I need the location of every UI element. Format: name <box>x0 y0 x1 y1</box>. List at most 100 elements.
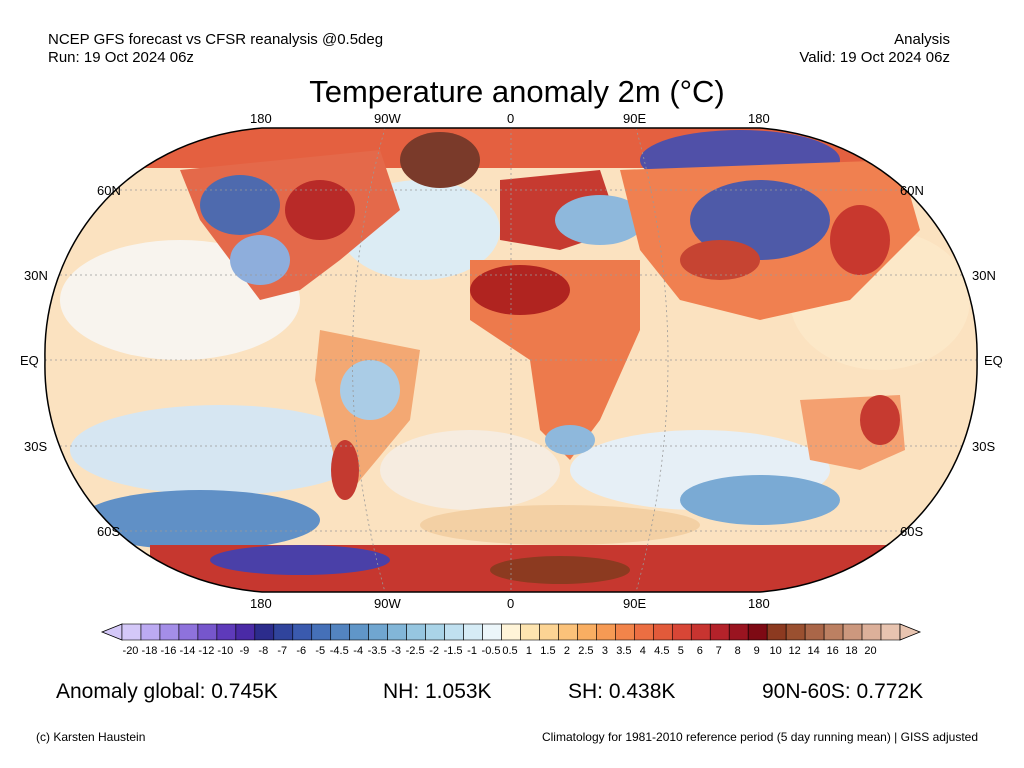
colorbar-swatch <box>235 623 256 641</box>
colorbar-swatch <box>292 623 313 641</box>
colorbar-swatch <box>861 623 882 641</box>
colorbar-swatch <box>804 623 825 641</box>
anomaly-field <box>44 128 978 592</box>
colorbar-tick-label: -10 <box>217 645 234 657</box>
colorbar-swatch <box>140 623 161 641</box>
lat-label-right-eq: EQ <box>984 353 1003 368</box>
colorbar-swatch <box>558 623 578 641</box>
colorbar-swatch <box>273 623 294 641</box>
lon-label-top-180e: 180 <box>748 111 770 126</box>
colorbar-tick-label: 3 <box>601 645 608 657</box>
colorbar-swatch <box>330 623 351 641</box>
map-title: Temperature anomaly 2m (°C) <box>309 74 725 109</box>
colorbar-swatch <box>368 623 388 641</box>
colorbar-tick-label: 6 <box>696 645 703 657</box>
colorbar-tick-label: -0.5 <box>481 645 501 657</box>
colorbar-swatch <box>823 623 844 641</box>
lat-label-left-60s: 60S <box>97 524 121 539</box>
colorbar-swatch <box>634 623 654 641</box>
colorbar-swatch <box>671 623 692 641</box>
colorbar-tick-label: -4 <box>353 645 364 657</box>
colorbar-tick-label: 7 <box>715 645 722 657</box>
colorbar-tick-label: 4 <box>639 645 646 657</box>
global-anomaly: Anomaly global: 0.745K <box>56 680 278 703</box>
run-info: Run: 19 Oct 2024 06z <box>48 49 194 66</box>
colorbar-swatch <box>842 623 863 641</box>
colorbar-tick-label: 0.5 <box>502 645 518 657</box>
colorbar-swatch <box>311 623 332 641</box>
colorbar-tick-label: 4.5 <box>654 645 670 657</box>
lon-label-bottom-90e: 90E <box>623 596 647 611</box>
lat-label-right-60n: 60N <box>900 183 924 198</box>
colorbar-tick-label: -7 <box>277 645 288 657</box>
colorbar-swatch <box>747 623 768 641</box>
colorbar-tick-label: -1.5 <box>443 645 463 657</box>
lat-label-right-60s: 60S <box>900 524 924 539</box>
colorbar-swatch <box>216 623 237 641</box>
valid-info: Valid: 19 Oct 2024 06z <box>799 49 950 66</box>
lon-label-bottom-0: 0 <box>507 596 515 611</box>
colorbar-tick-label: 9 <box>753 645 760 657</box>
colorbar-swatch <box>482 623 502 641</box>
colorbar-tick-label: -3.5 <box>367 645 387 657</box>
colorbar-swatch <box>709 623 730 641</box>
lon-label-top-180w: 180 <box>250 111 272 126</box>
lat-label-right-30n: 30N <box>972 268 996 283</box>
colorbar-swatch <box>577 623 597 641</box>
colorbar-tick-label: -2.5 <box>405 645 425 657</box>
colorbar-tick-label: 2.5 <box>578 645 594 657</box>
colorbar-swatch <box>690 623 711 641</box>
colorbar-swatch <box>387 623 407 641</box>
colorbar-low-arrow <box>100 623 123 641</box>
colorbar-swatch <box>178 623 199 641</box>
colorbar-tick-label: -9 <box>239 645 250 657</box>
colorbar-tick-label: -2 <box>429 645 439 657</box>
colorbar-tick-label: -14 <box>179 645 196 657</box>
colorbar-swatch <box>520 623 540 641</box>
lat-label-right-30s: 30S <box>972 439 996 454</box>
colorbar-tick-label: -16 <box>160 645 177 657</box>
lon-label-bottom-180e: 180 <box>748 596 770 611</box>
colorbar-swatch <box>615 623 635 641</box>
colorbar-swatch <box>444 623 464 641</box>
lon-label-bottom-180w: 180 <box>250 596 272 611</box>
lon-label-top-90e: 90E <box>623 111 647 126</box>
nh-anomaly: NH: 1.053K <box>383 680 492 703</box>
colorbar-tick-label: 10 <box>769 645 782 657</box>
lon-label-top-90w: 90W <box>374 111 401 126</box>
colorbar-tick-label: -1 <box>467 645 477 657</box>
colorbar-swatch <box>197 623 218 641</box>
colorbar-swatch <box>406 623 426 641</box>
colorbar-swatch <box>501 623 521 641</box>
colorbar-tick-label: -5 <box>315 645 326 657</box>
colorbar-swatch <box>121 623 142 641</box>
colorbar-tick-label: 3.5 <box>616 645 632 657</box>
model-info: NCEP GFS forecast vs CFSR reanalysis @0.… <box>48 31 384 48</box>
colorbar-tick-label: 1.5 <box>540 645 556 657</box>
colorbar-swatch <box>159 623 180 641</box>
band-anomaly: 90N-60S: 0.772K <box>762 680 924 703</box>
colorbar-tick-label: 5 <box>677 645 684 657</box>
colorbar-swatch <box>425 623 445 641</box>
colorbar-tick-label: 1 <box>525 645 533 657</box>
colorbar-swatch <box>596 623 616 641</box>
colorbar-swatch <box>254 623 275 641</box>
colorbar-tick-label: 20 <box>864 645 877 657</box>
lat-label-left-eq: EQ <box>20 353 39 368</box>
colorbar-swatch <box>539 623 559 641</box>
analysis-label: Analysis <box>894 31 950 48</box>
colorbar-swatch <box>463 623 483 641</box>
colorbar-swatch <box>785 623 806 641</box>
colorbar-tick-label: 18 <box>845 645 858 657</box>
sh-anomaly: SH: 0.438K <box>568 680 676 703</box>
colorbar-tick-label: -6 <box>296 645 307 657</box>
lon-label-bottom-90w: 90W <box>374 596 401 611</box>
lat-label-left-60n: 60N <box>97 183 121 198</box>
colorbar <box>100 623 922 641</box>
colorbar-swatch <box>766 623 787 641</box>
colorbar-tick-label: 14 <box>807 645 820 657</box>
colorbar-tick-label: -20 <box>122 645 139 657</box>
colorbar-tick-label: 12 <box>788 645 801 657</box>
colorbar-tick-label: -4.5 <box>329 645 349 657</box>
